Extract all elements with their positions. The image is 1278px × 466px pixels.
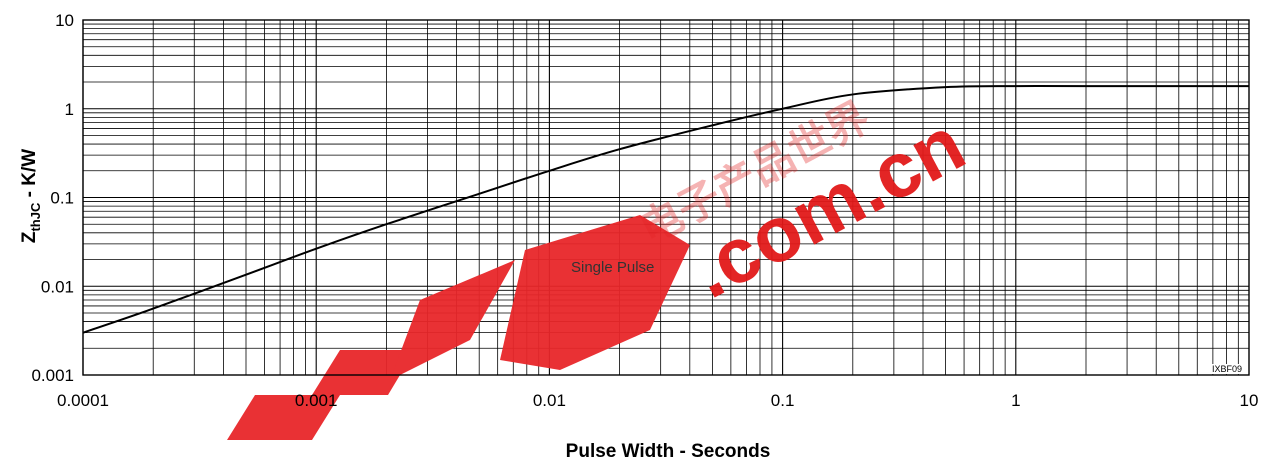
plot-frame: [82, 19, 1250, 376]
y-axis-title-rest: - K/W: [19, 149, 40, 203]
y-axis-title-sub: thJC: [28, 202, 43, 232]
grid: [82, 20, 1249, 376]
series-line: [82, 85, 1249, 334]
plot-border: [82, 19, 1250, 376]
single-pulse-annotation: Single Pulse: [571, 259, 654, 276]
y-tick-label: 0.1: [50, 189, 74, 208]
y-tick-labels: 0.001 0.01 0.1 1 10: [31, 11, 74, 385]
x-tick-label: 0.001: [295, 391, 338, 410]
x-tick-label: 0.0001: [57, 391, 109, 410]
series-group: [82, 85, 1249, 334]
edn-logo: [227, 215, 690, 440]
x-axis-title: Pulse Width - Seconds: [566, 441, 771, 462]
x-tick-label: 0.01: [533, 391, 566, 410]
figure-code-box: IXBF09: [1210, 364, 1246, 374]
x-tick-labels: 0.0001 0.001 0.01 0.1 1 10: [57, 391, 1258, 410]
y-tick-label: 0.01: [41, 277, 74, 296]
y-axis-title-main: Z: [19, 231, 40, 243]
y-tick-label: 10: [55, 11, 74, 30]
x-tick-label: 10: [1240, 391, 1259, 410]
y-tick-label: 1: [65, 100, 74, 119]
y-tick-label: 0.001: [31, 366, 74, 385]
y-axis-title: ZthJC - K/W: [19, 149, 43, 243]
x-tick-label: 0.1: [771, 391, 795, 410]
x-tick-label: 1: [1011, 391, 1020, 410]
figure-code: IXBF09: [1212, 364, 1242, 374]
